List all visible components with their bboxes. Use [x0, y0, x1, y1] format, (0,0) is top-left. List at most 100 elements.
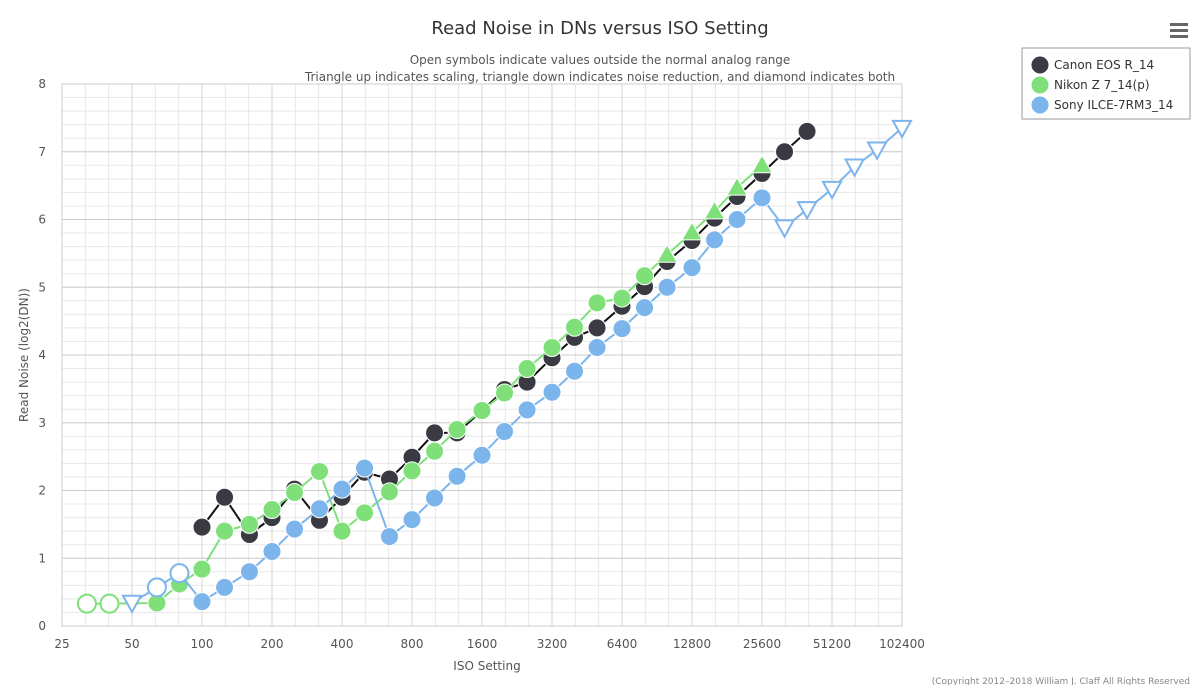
- plot-grid: [61, 83, 903, 627]
- data-point-circle: [635, 266, 655, 286]
- x-axis-ticks: 25 50 100 200 400 800 1600 3200 6400 12800 25600 51…: [54, 637, 925, 651]
- data-point-circle: [587, 293, 607, 313]
- legend-label: Canon EOS R_14: [1054, 58, 1154, 72]
- data-point-circle: [705, 230, 725, 250]
- series-layer: [76, 119, 913, 615]
- data-point-circle: [565, 317, 585, 337]
- x-axis-title: ISO Setting: [453, 659, 520, 673]
- x-tick-label: 102400: [879, 637, 925, 651]
- data-point-circle: [495, 422, 515, 442]
- data-point-triangle-down: [843, 158, 866, 178]
- chart-credits: (Copyright 2012–2018 William J. Claff Al…: [932, 677, 1190, 685]
- chart-subtitle-line-1: Open symbols indicate values outside the…: [410, 53, 791, 67]
- x-tick-label: 400: [331, 637, 354, 651]
- chart-menu-button[interactable]: [1168, 20, 1190, 42]
- data-point-circle: [192, 592, 212, 612]
- y-tick-label: 8: [38, 77, 46, 91]
- data-point-circle: [262, 541, 282, 561]
- data-point-circle: [752, 188, 772, 208]
- y-tick-label: 1: [38, 551, 46, 565]
- legend-label: Sony ILCE-7RM3_14: [1054, 98, 1173, 112]
- data-point-circle: [657, 277, 677, 297]
- data-point-circle: [447, 466, 467, 486]
- data-point-circle: [99, 593, 120, 614]
- series-line: [201, 130, 808, 536]
- data-point-circle: [215, 487, 235, 507]
- x-tick-label: 1600: [467, 637, 498, 651]
- data-point-circle: [682, 258, 702, 278]
- data-point-circle: [775, 142, 795, 162]
- data-point-circle: [379, 482, 399, 502]
- data-point-circle: [285, 519, 305, 539]
- data-point-circle: [472, 445, 492, 465]
- legend-label: Nikon Z 7_14(p): [1054, 78, 1150, 92]
- data-point-circle: [262, 499, 282, 519]
- data-point-circle: [612, 288, 632, 308]
- data-point-circle: [192, 559, 212, 579]
- data-point-circle: [332, 521, 352, 541]
- x-tick-label: 100: [191, 637, 214, 651]
- data-point-circle: [239, 562, 259, 582]
- data-point-circle: [169, 563, 190, 584]
- data-point-circle: [612, 319, 632, 339]
- data-point-circle: [797, 121, 817, 141]
- data-point-circle: [517, 359, 537, 379]
- series-line: [131, 127, 903, 604]
- y-tick-label: 5: [38, 280, 46, 294]
- chart-subtitle-line-2: Triangle up indicates scaling, triangle …: [304, 70, 895, 84]
- y-tick-label: 3: [38, 416, 46, 430]
- y-tick-label: 4: [38, 348, 46, 362]
- plot-area: [61, 83, 903, 627]
- data-point-triangle-down: [866, 141, 888, 161]
- legend: Canon EOS R_14 Nikon Z 7_14(p) Sony ILCE-7…: [1021, 47, 1191, 120]
- x-tick-label: 25: [54, 637, 69, 651]
- data-point-circle: [587, 338, 607, 358]
- data-point-circle: [635, 298, 655, 318]
- legend-symbol: [1030, 55, 1050, 75]
- data-point-triangle-down: [796, 201, 818, 221]
- data-point-circle: [402, 461, 422, 481]
- legend-item[interactable]: Sony ILCE-7RM3_14: [1030, 95, 1173, 115]
- data-point-circle: [379, 527, 399, 547]
- legend-symbol: [1030, 75, 1050, 95]
- legend-symbol: [1030, 95, 1050, 115]
- legend-item[interactable]: Nikon Z 7_14(p): [1030, 75, 1150, 95]
- legend-item[interactable]: Canon EOS R_14: [1030, 55, 1154, 75]
- x-tick-label: 200: [261, 637, 284, 651]
- y-tick-label: 7: [38, 145, 46, 159]
- data-point-circle: [727, 210, 747, 229]
- data-point-triangle-up: [751, 154, 773, 174]
- data-point-circle: [146, 577, 167, 598]
- data-point-circle: [402, 510, 422, 530]
- legend-box: [1021, 47, 1191, 120]
- y-axis-title: Read Noise (log2(DN)): [17, 288, 31, 422]
- data-point-circle: [355, 458, 375, 478]
- y-tick-label: 2: [38, 484, 46, 498]
- data-point-triangle-down: [773, 219, 796, 239]
- data-point-circle: [355, 503, 375, 523]
- series-line: [86, 164, 763, 605]
- x-tick-label: 12800: [673, 637, 711, 651]
- data-point-circle: [542, 338, 562, 358]
- x-tick-label: 25600: [743, 637, 781, 651]
- data-point-circle: [192, 517, 212, 537]
- data-point-circle: [425, 423, 445, 443]
- data-point-circle: [425, 488, 445, 508]
- x-tick-label: 50: [124, 637, 139, 651]
- data-point-circle: [565, 361, 585, 381]
- y-tick-label: 6: [38, 213, 46, 227]
- data-point-circle: [495, 383, 515, 403]
- data-point-circle: [447, 420, 467, 440]
- series-0: [192, 121, 817, 545]
- data-point-circle: [542, 382, 562, 402]
- chart-title: Read Noise in DNs versus ISO Setting: [431, 18, 768, 39]
- data-point-circle: [472, 401, 492, 421]
- data-point-triangle-up: [656, 243, 678, 263]
- y-tick-label: 0: [38, 619, 46, 633]
- x-tick-label: 6400: [607, 637, 638, 651]
- hamburger-icon: [1170, 23, 1188, 38]
- data-point-circle: [285, 483, 305, 503]
- data-point-circle: [517, 400, 537, 420]
- series-1: [76, 154, 773, 614]
